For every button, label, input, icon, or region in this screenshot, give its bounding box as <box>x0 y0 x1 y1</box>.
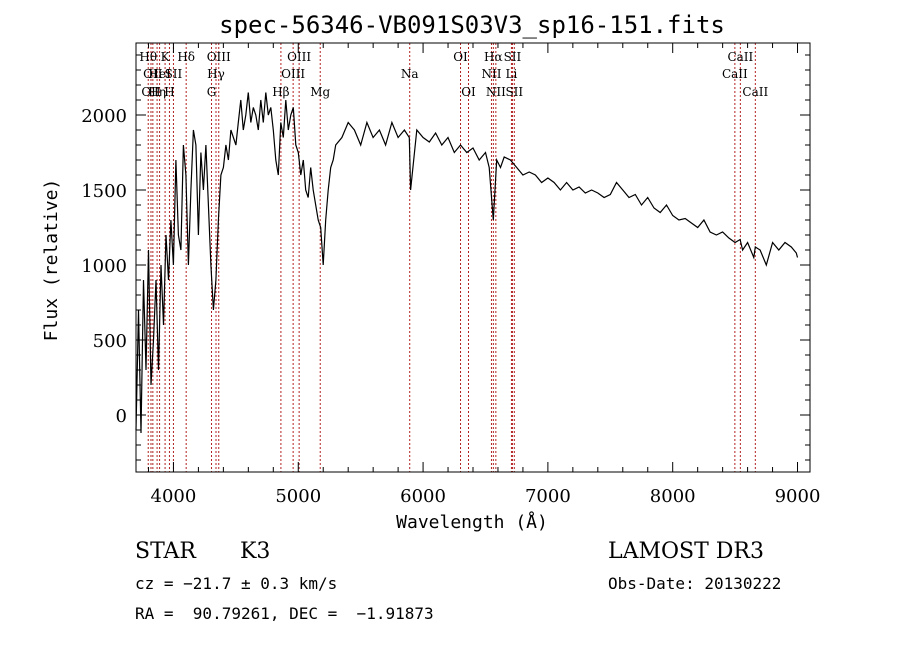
line-label: OII <box>143 67 163 81</box>
x-tick-label: 5000 <box>275 486 321 507</box>
spectrum-line <box>135 92 799 434</box>
line-label: OII <box>141 85 161 99</box>
y-tick-label: 500 <box>93 331 127 352</box>
y-tick-label: 1000 <box>81 256 127 277</box>
x-tick-label: 4000 <box>151 486 197 507</box>
line-label: Mg <box>310 85 330 99</box>
y-tick-label: 2000 <box>81 106 127 127</box>
y-tick-label: 0 <box>116 406 127 427</box>
line-label: Hγ <box>207 67 225 81</box>
survey-name: LAMOST DR3 <box>608 539 764 564</box>
redshift-velocity: cz = −21.7 ± 0.3 km/s <box>135 574 338 593</box>
line-label: G <box>207 85 217 99</box>
coordinates: RA = 90.79261, DEC = −1.91873 <box>135 604 434 623</box>
x-tick-label: 6000 <box>400 486 446 507</box>
line-label: OIII <box>287 50 311 64</box>
line-label: SII <box>504 50 522 64</box>
line-label: HeI <box>148 67 171 81</box>
x-axis-label: Wavelength (Å) <box>396 511 548 533</box>
object-subclass: K3 <box>240 539 271 564</box>
line-label: Hα <box>484 50 503 64</box>
line-label: NII <box>486 85 506 99</box>
emission-line-markers <box>147 43 756 472</box>
y-axis: 0 500 1000 1500 2000 <box>81 54 810 461</box>
line-label: Hθ <box>139 50 157 64</box>
line-label: SII <box>165 67 183 81</box>
line-label: SII <box>505 85 523 99</box>
observation-date: Obs-Date: 20130222 <box>608 574 782 593</box>
plot-frame <box>135 42 811 473</box>
x-tick-label: 9000 <box>775 486 821 507</box>
line-label: OI <box>461 85 476 99</box>
y-axis-label: Flux (relative) <box>41 179 62 342</box>
x-tick-label: 7000 <box>525 486 571 507</box>
spectrum-plot <box>135 92 799 434</box>
line-label: OIII <box>281 67 305 81</box>
line-label: OIII <box>207 50 231 64</box>
line-label: Hβ <box>272 85 289 99</box>
line-label: CaII <box>727 50 753 64</box>
line-label: Hη <box>148 85 166 99</box>
emission-line-labels: HθOIIOIIHηHeIKHSIIHδGHγOIIIHβOIIIOIIIMgN… <box>139 50 768 99</box>
y-tick-label: 1500 <box>81 181 127 202</box>
x-tick-label: 8000 <box>650 486 696 507</box>
line-label: CaII <box>742 85 768 99</box>
object-class: STAR <box>135 539 196 564</box>
line-label: H <box>164 85 174 99</box>
chart-title: spec-56346-VB091S03V3_sp16-151.fits <box>219 11 725 39</box>
line-label: OI <box>453 50 468 64</box>
line-label: Na <box>401 67 419 81</box>
line-label: NII <box>481 67 501 81</box>
line-label: CaII <box>722 67 748 81</box>
line-label: Hδ <box>177 50 195 64</box>
line-label: Li <box>506 67 518 81</box>
x-axis: 4000 5000 6000 7000 8000 9000 <box>147 43 821 507</box>
line-label: K <box>161 50 171 64</box>
